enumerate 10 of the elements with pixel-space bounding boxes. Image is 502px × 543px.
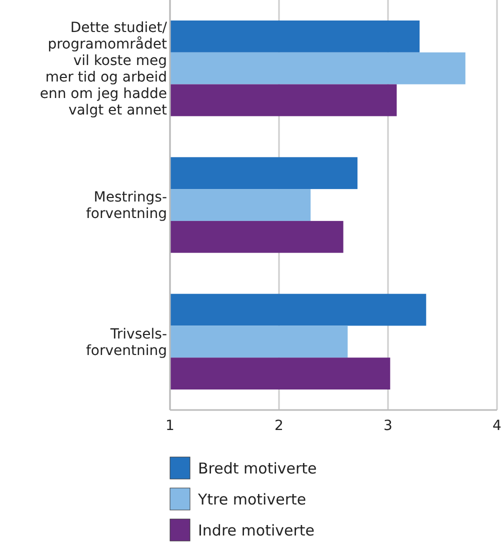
legend-label: Bredt motiverte bbox=[198, 459, 317, 478]
y-tick-label: Dette studiet/ programområdet vil koste meg mer tid og arbeid enn om jeg hadde valgt et annet bbox=[40, 20, 168, 118]
legend-label: Indre motiverte bbox=[198, 521, 315, 540]
x-tick-label: 4 bbox=[492, 418, 502, 434]
x-tick-label: 1 bbox=[166, 418, 174, 434]
y-tick-label: Mestrings- forventning bbox=[86, 190, 167, 222]
x-tick-label: 2 bbox=[274, 418, 284, 434]
x-tick-label: 3 bbox=[384, 418, 392, 434]
y-tick-label: Trivsels- forventning bbox=[86, 326, 167, 359]
legend-label: Ytre motiverte bbox=[197, 490, 306, 508]
